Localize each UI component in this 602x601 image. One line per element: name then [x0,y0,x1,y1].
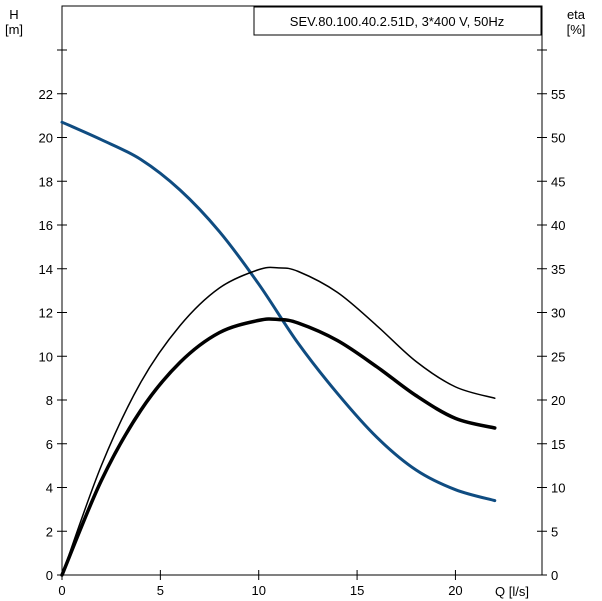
right-tick-label: 35 [551,262,565,277]
series-layer [60,120,497,577]
left-tick-label: 4 [46,481,53,496]
left-tick-label: 16 [39,218,53,233]
right-tick-label: 25 [551,349,565,364]
left-tick-label: 2 [46,524,53,539]
right-tick-label: 20 [551,393,565,408]
left-tick-label: 22 [39,87,53,102]
efficiency-curve-thick [60,317,497,577]
left-tick-label: 18 [39,174,53,189]
chart-title: SEV.80.100.40.2.51D, 3*400 V, 50Hz [290,14,504,29]
left-axis-title-line2: [m] [5,22,23,37]
right-tick-label: 5 [551,524,558,539]
x-tick-label: 20 [448,583,462,598]
right-tick-label: 0 [551,568,558,583]
left-tick-label: 14 [39,262,53,277]
right-tick-label: 15 [551,437,565,452]
left-axis: 0 2 4 6 8 10 12 14 16 18 20 22 [39,49,67,583]
efficiency-curve-thin [61,266,496,576]
left-tick-label: 10 [39,349,53,364]
right-axis-title-line1: eta [567,7,586,22]
x-tick-label: 0 [58,583,65,598]
x-axis-title: Q [l/s] [495,584,529,599]
right-tick-label: 40 [551,218,565,233]
right-tick-label: 30 [551,306,565,321]
x-tick-label: 5 [157,583,164,598]
left-tick-label: 8 [46,393,53,408]
left-tick-label: 6 [46,437,53,452]
right-axis-title-line2: [%] [567,22,586,37]
legend-box: SEV.80.100.40.2.51D, 3*400 V, 50Hz [253,6,542,36]
right-axis: 0 5 10 15 20 25 30 35 40 45 50 55 [537,49,565,583]
head-curve [60,120,497,503]
left-tick-label: 20 [39,131,53,146]
plot-area [61,5,543,576]
x-tick-label: 10 [251,583,265,598]
right-tick-label: 10 [551,481,565,496]
right-tick-label: 50 [551,131,565,146]
left-tick-label: 0 [46,568,53,583]
x-axis: 0 5 10 15 20 [58,570,463,598]
right-tick-label: 55 [551,87,565,102]
left-axis-title-line1: H [9,7,18,22]
x-tick-label: 15 [350,583,364,598]
right-tick-label: 45 [551,174,565,189]
left-tick-label: 12 [39,306,53,321]
